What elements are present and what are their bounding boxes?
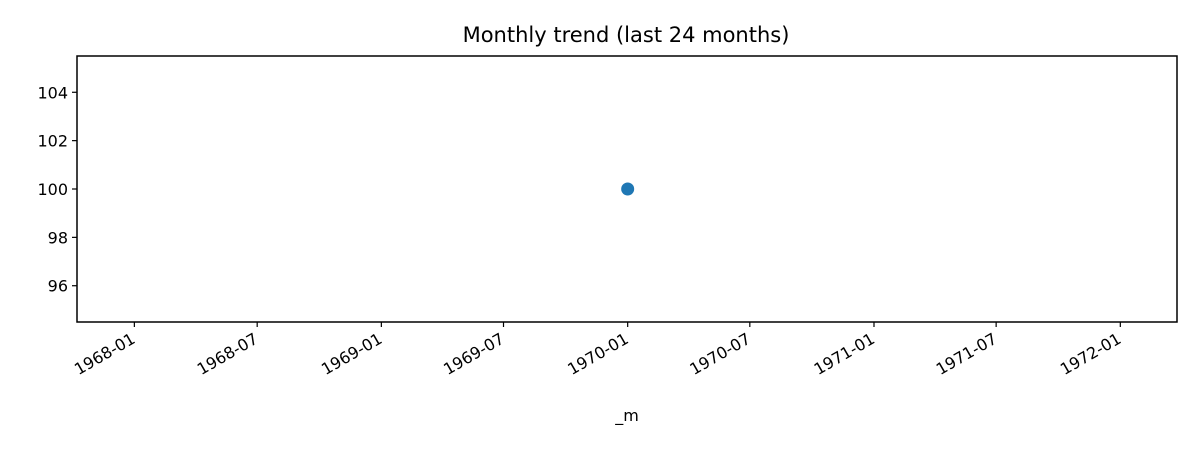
y-tick-label: 102 xyxy=(37,132,68,151)
x-tick-label: 1968-07 xyxy=(194,329,261,379)
y-tick-label: 98 xyxy=(48,228,68,247)
x-tick-label: 1971-07 xyxy=(933,329,1000,379)
x-tick-label: 1971-01 xyxy=(811,329,878,379)
y-tick-label: 96 xyxy=(48,277,68,296)
x-tick-label: 1969-01 xyxy=(318,329,385,379)
plot-marks xyxy=(621,182,635,196)
x-axis: 1968-01 1968-07 1969-01 1969-07 1970-01 1970-… xyxy=(71,322,1124,379)
x-tick-label: 1972-01 xyxy=(1057,329,1124,379)
x-tick-label: 1970-07 xyxy=(686,329,753,379)
plot-frame xyxy=(76,55,1178,323)
x-tick-label: 1968-01 xyxy=(71,329,138,379)
data-point xyxy=(621,182,635,196)
y-tick-label: 100 xyxy=(37,180,68,199)
y-tick-label: 104 xyxy=(37,83,68,102)
x-axis-label: _m xyxy=(614,406,639,426)
y-axis: 96 98 100 102 104 xyxy=(37,83,77,296)
x-tick-label: 1969-07 xyxy=(440,329,507,379)
chart-title: Monthly trend (last 24 months) xyxy=(463,23,790,47)
x-tick-label: 1970-01 xyxy=(564,329,631,379)
